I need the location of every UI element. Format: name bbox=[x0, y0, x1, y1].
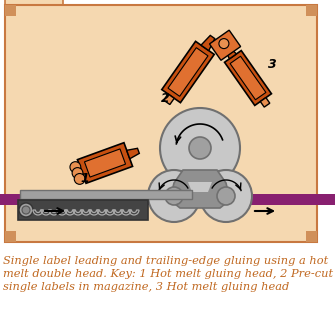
Circle shape bbox=[160, 108, 240, 188]
Polygon shape bbox=[170, 170, 230, 208]
Polygon shape bbox=[230, 56, 266, 100]
Circle shape bbox=[219, 39, 229, 49]
Circle shape bbox=[19, 203, 33, 217]
Circle shape bbox=[148, 170, 200, 222]
Circle shape bbox=[217, 187, 235, 205]
Polygon shape bbox=[77, 143, 133, 183]
Polygon shape bbox=[209, 30, 241, 60]
Circle shape bbox=[189, 137, 211, 159]
Polygon shape bbox=[162, 41, 214, 103]
Bar bbox=[5, 5, 16, 16]
Polygon shape bbox=[224, 51, 271, 105]
Bar bbox=[5, 0, 63, 10]
Polygon shape bbox=[224, 45, 237, 59]
Polygon shape bbox=[127, 148, 139, 159]
Bar bbox=[5, 231, 16, 242]
Text: 3: 3 bbox=[268, 59, 276, 71]
Circle shape bbox=[72, 168, 83, 178]
Circle shape bbox=[165, 187, 183, 205]
Polygon shape bbox=[188, 182, 212, 192]
Circle shape bbox=[74, 173, 85, 184]
Text: 1: 1 bbox=[81, 172, 89, 184]
Bar bbox=[5, 5, 317, 242]
Text: Single label leading and trailing-edge gluing using a hot
melt double head. Key:: Single label leading and trailing-edge g… bbox=[3, 256, 333, 292]
Circle shape bbox=[70, 162, 81, 173]
Bar bbox=[0, 194, 335, 205]
Polygon shape bbox=[201, 35, 215, 51]
Polygon shape bbox=[163, 94, 174, 105]
Bar bbox=[306, 231, 317, 242]
Circle shape bbox=[22, 206, 30, 214]
Circle shape bbox=[200, 170, 252, 222]
Polygon shape bbox=[260, 98, 270, 107]
Bar bbox=[20, 190, 192, 199]
Polygon shape bbox=[168, 48, 208, 96]
Text: 2: 2 bbox=[160, 91, 170, 105]
Bar bbox=[306, 5, 317, 16]
Bar bbox=[18, 200, 148, 220]
Polygon shape bbox=[84, 149, 126, 177]
